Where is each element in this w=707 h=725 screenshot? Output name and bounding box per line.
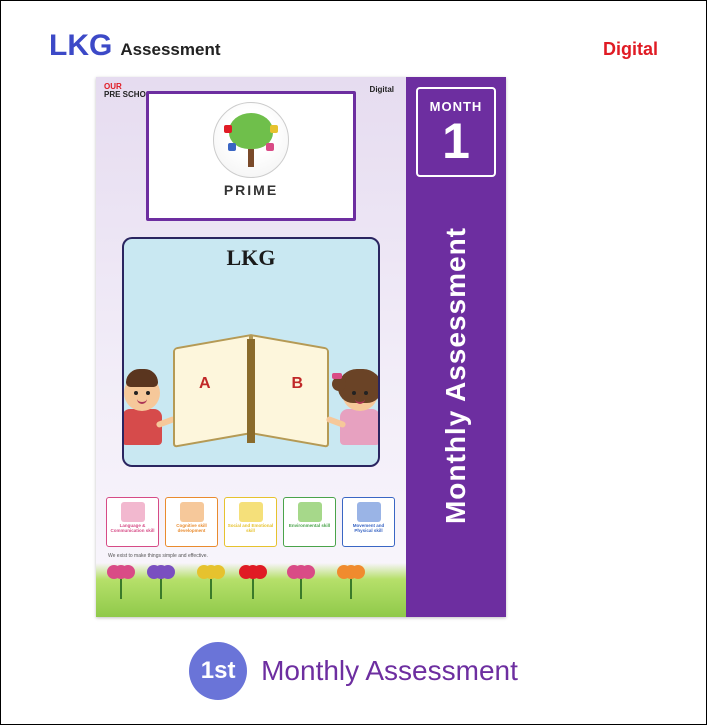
grade-label: LKG (49, 29, 112, 63)
grade-subtitle: Assessment (120, 40, 220, 60)
girl-icon (332, 375, 380, 445)
open-book-icon: A B (171, 341, 331, 451)
skill-icon (239, 502, 263, 522)
month-number: 1 (442, 116, 470, 166)
flower-icon (246, 565, 260, 599)
flower-icon (344, 565, 358, 599)
month-label: MONTH (430, 99, 483, 114)
cover-main: OUR PRE SCHOOL Digital PRIME LKG (96, 77, 406, 617)
page-footer: 1st Monthly Assessment (1, 642, 706, 700)
skill-card-2: Social and Emotional skill (224, 497, 277, 547)
ordinal-badge: 1st (189, 642, 247, 700)
flower-icon (114, 565, 128, 599)
sidebar-title: Monthly Assessment (440, 227, 472, 524)
flower-icon (204, 565, 218, 599)
page-header: LKG Assessment Digital (1, 1, 706, 77)
prime-title: PRIME (224, 182, 278, 198)
month-box: MONTH 1 (416, 87, 496, 177)
cover-sidebar: MONTH 1 Monthly Assessment (406, 77, 506, 617)
skill-card-0: Language & Communication skill (106, 497, 159, 547)
tree-icon (213, 102, 289, 178)
cover-tagline: We exist to make things simple and effec… (108, 553, 208, 559)
skill-icon (298, 502, 322, 522)
book-cover: OUR PRE SCHOOL Digital PRIME LKG (96, 77, 506, 617)
flower-icon (154, 565, 168, 599)
digital-label: Digital (603, 39, 658, 60)
lkg-panel: LKG A B (122, 237, 380, 467)
skill-row: Language & Communication skill Cognitive … (106, 497, 395, 547)
skill-card-1: Cognitive skill development (165, 497, 218, 547)
skill-label: Environmental skill (289, 524, 330, 529)
footer-title: Monthly Assessment (261, 655, 518, 687)
skill-label: Language & Communication skill (107, 524, 158, 534)
skill-label: Movement and Physical skill (343, 524, 394, 534)
prime-card: PRIME (146, 91, 356, 221)
lkg-panel-title: LKG (124, 245, 378, 271)
skill-icon (180, 502, 204, 522)
flower-icon (294, 565, 308, 599)
skill-card-4: Movement and Physical skill (342, 497, 395, 547)
skill-icon (357, 502, 381, 522)
skill-label: Cognitive skill development (166, 524, 217, 534)
header-left: LKG Assessment (49, 29, 221, 63)
cover-digital-tag: Digital (370, 85, 394, 94)
book-letter-a: A (199, 375, 211, 393)
skill-icon (121, 502, 145, 522)
skill-label: Social and Emotional skill (225, 524, 276, 534)
kids-illustration: A B (124, 281, 378, 451)
skill-card-3: Environmental skill (283, 497, 336, 547)
boy-icon (122, 375, 170, 445)
grass-footer (96, 563, 406, 617)
book-letter-b: B (291, 375, 303, 393)
